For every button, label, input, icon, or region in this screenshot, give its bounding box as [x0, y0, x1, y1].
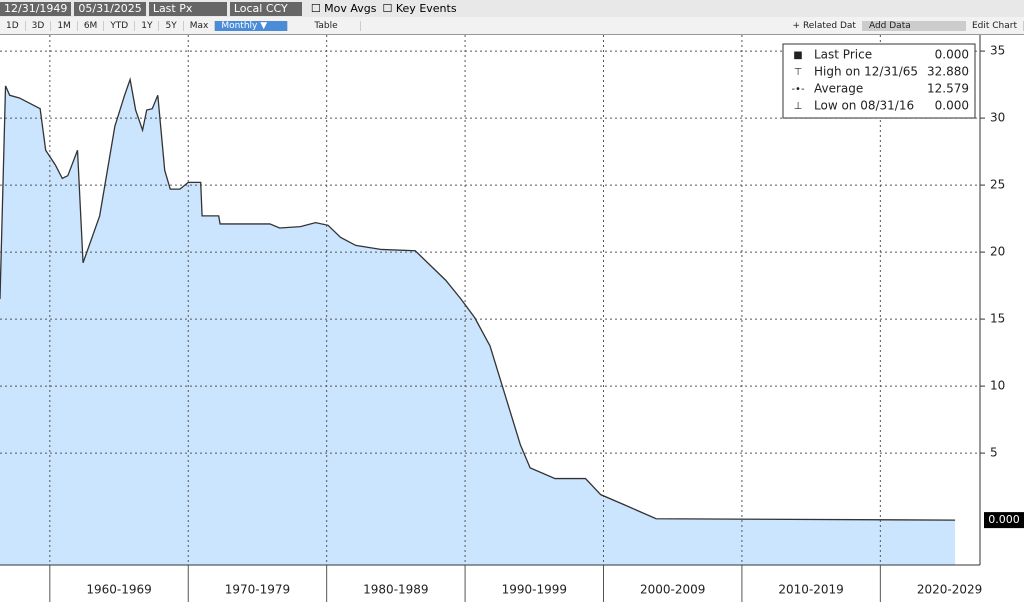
legend-value: 32.880	[927, 65, 969, 79]
y-tick-label: 35	[990, 44, 1005, 58]
table-button[interactable]: Table	[308, 20, 362, 31]
period-button[interactable]: 3D	[26, 20, 52, 31]
currency[interactable]: Local CCY	[229, 1, 302, 16]
period-bar: 1D 3D 1M 6M YTD 1Y 5Y Max Monthly ▼ Table + Relate…	[0, 17, 1024, 35]
start-date[interactable]: 12/31/1949	[0, 1, 72, 16]
y-tick-label: 15	[990, 312, 1005, 326]
x-tick-label: 1990-1999	[502, 583, 567, 597]
key-events-label: Key Events	[395, 2, 457, 15]
period-button[interactable]: Max	[184, 20, 216, 31]
period-button[interactable]: 1Y	[135, 20, 160, 31]
legend-icon: ■	[793, 50, 802, 61]
legend-label: Last Price	[814, 48, 872, 62]
y-tick-label: 10	[990, 379, 1005, 393]
legend-value: 12.579	[927, 82, 969, 96]
end-date[interactable]: 05/31/2025	[74, 1, 146, 16]
mov-avgs[interactable]: ☐ Mov Avgs	[310, 2, 377, 15]
period-button[interactable]: YTD	[104, 20, 136, 31]
edit-chart[interactable]: Edit Chart	[966, 20, 1024, 31]
x-tick-label: 1980-1989	[363, 583, 428, 597]
legend: ■ Last Price 0.000 ⊤ High on 12/31/65 32.880 -…	[782, 43, 976, 119]
period-button[interactable]: 1D	[0, 20, 26, 31]
last-price-label: 0.000	[988, 513, 1020, 526]
x-tick-label: 1960-1969	[86, 583, 151, 597]
legend-value: 0.000	[935, 48, 969, 62]
x-tick-label: 2010-2019	[778, 583, 843, 597]
legend-value: 0.000	[935, 99, 969, 113]
add-data[interactable]: Add Data	[862, 20, 966, 31]
y-tick-label: 5	[990, 446, 998, 460]
y-tick-label: 20	[990, 245, 1005, 259]
period-button[interactable]: 1M	[51, 20, 78, 31]
area-fill	[0, 79, 956, 566]
legend-label: Average	[814, 82, 863, 96]
legend-icon: ⊤	[794, 67, 803, 78]
x-tick-label: 2000-2009	[640, 583, 705, 597]
key-events[interactable]: ☐ Key Events	[382, 2, 457, 15]
period-button[interactable]: 6M	[78, 20, 105, 31]
toolbar: 12/31/1949 05/31/2025 Last Px Local CCY …	[0, 0, 1024, 17]
x-tick-label: 2020-2029	[917, 583, 982, 597]
legend-box	[782, 43, 976, 119]
period-button[interactable]: 5Y	[159, 20, 184, 31]
legend-label: Low on 08/31/16	[814, 99, 914, 113]
field[interactable]: Last Px	[148, 1, 227, 16]
x-tick-label: 1970-1979	[225, 583, 290, 597]
last-price-box	[984, 512, 1024, 529]
legend-icon: -•-	[791, 84, 805, 95]
mov-avgs-label: Mov Avgs	[324, 2, 377, 15]
frequency[interactable]: Monthly ▼	[215, 20, 289, 31]
price-line	[0, 76, 956, 521]
related-data[interactable]: + Related Dat	[787, 20, 863, 31]
legend-label: High on 12/31/65	[814, 65, 918, 79]
legend-icon: ⊥	[794, 101, 803, 112]
y-tick-label: 30	[990, 111, 1005, 125]
y-tick-label: 25	[990, 178, 1005, 192]
